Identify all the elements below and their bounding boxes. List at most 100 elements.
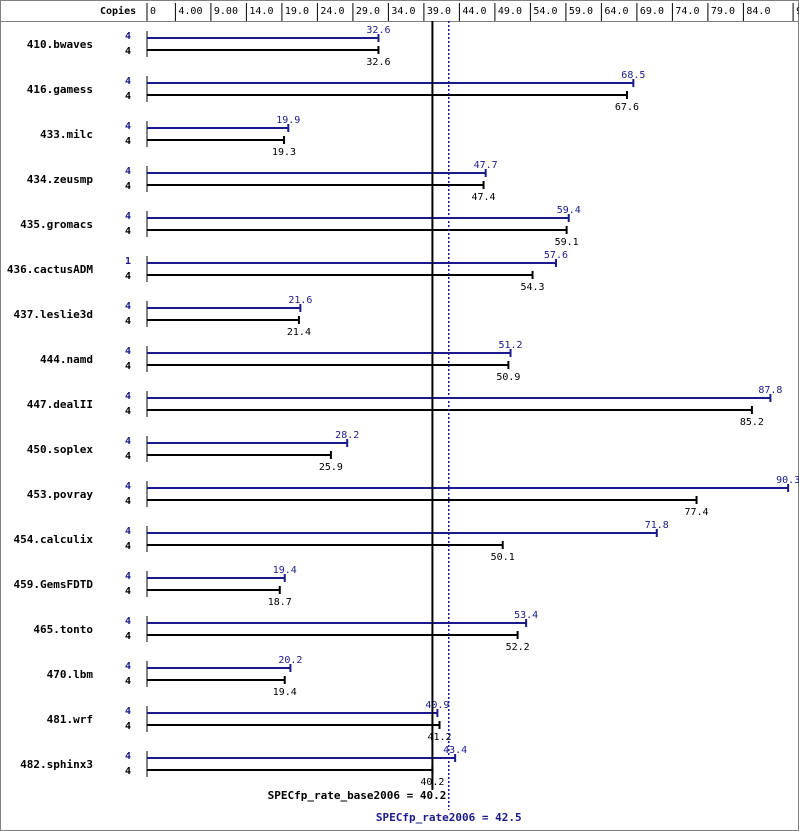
base-copies: 4 (125, 721, 131, 732)
peak-value-label: 59.4 (557, 205, 581, 216)
base-value-label: 47.4 (471, 192, 495, 203)
base-copies: 4 (125, 766, 131, 777)
peak-value-label: 71.8 (645, 520, 669, 531)
base-copies: 4 (125, 631, 131, 642)
base-value-label: 52.2 (506, 642, 530, 653)
peak-copies: 4 (125, 661, 131, 672)
peak-value-label: 90.3 (776, 475, 799, 486)
peak-mean-label: SPECfp_rate2006 = 42.5 (376, 811, 522, 824)
benchmark-rows: 410.bwaves 4 4 32.6 32.6 416.gamess 4 4 68.5 67.6… (7, 25, 799, 788)
benchmark-name: 416.gamess (27, 83, 93, 96)
peak-value-label: 40.9 (425, 700, 449, 711)
x-tick-label: 64.0 (604, 6, 628, 17)
benchmark-row: 437.leslie3d 4 4 21.6 21.4 (14, 295, 313, 338)
benchmark-name: 435.gromacs (20, 218, 93, 231)
x-tick-label: 79.0 (711, 6, 735, 17)
x-tick-label: 84.0 (746, 6, 770, 17)
x-tick-label: 54.0 (533, 6, 557, 17)
peak-value-label: 51.2 (498, 340, 522, 351)
x-tick-label: 44.0 (462, 6, 486, 17)
peak-value-label: 57.6 (544, 250, 568, 261)
base-copies: 4 (125, 316, 131, 327)
x-tick-label: 19.0 (285, 6, 309, 17)
benchmark-name: 482.sphinx3 (20, 758, 93, 771)
benchmark-row: 433.milc 4 4 19.9 19.3 (40, 115, 300, 158)
benchmark-name: 444.namd (40, 353, 93, 366)
benchmark-name: 447.dealII (27, 398, 93, 411)
base-copies: 4 (125, 136, 131, 147)
peak-copies: 4 (125, 526, 131, 537)
x-axis-ticks: 0 4.00 9.00 14.0 19.0 24.0 29.0 34.0 39.0 44.0 49.… (146, 3, 799, 21)
peak-value-label: 53.4 (514, 610, 538, 621)
base-copies: 4 (125, 406, 131, 417)
base-copies: 4 (125, 271, 131, 282)
x-tick-label: 69.0 (640, 6, 664, 17)
base-value-label: 85.2 (740, 417, 764, 428)
x-tick-label: 39.0 (427, 6, 451, 17)
peak-copies: 1 (125, 256, 131, 267)
base-copies: 4 (125, 586, 131, 597)
peak-copies: 4 (125, 436, 131, 447)
base-copies: 4 (125, 361, 131, 372)
benchmark-name: 459.GemsFDTD (14, 578, 94, 591)
benchmark-name: 410.bwaves (27, 38, 93, 51)
base-copies: 4 (125, 46, 131, 57)
base-copies: 4 (125, 91, 131, 102)
x-tick-label: 91.0 (796, 6, 799, 17)
benchmark-name: 437.leslie3d (14, 308, 93, 321)
benchmark-row: 410.bwaves 4 4 32.6 32.6 (27, 25, 391, 68)
base-value-label: 19.4 (273, 687, 297, 698)
peak-value-label: 43.4 (443, 745, 467, 756)
peak-copies: 4 (125, 301, 131, 312)
peak-value-label: 19.9 (276, 115, 300, 126)
x-tick-label: 34.0 (391, 6, 415, 17)
x-tick-label: 4.00 (178, 6, 202, 17)
base-copies: 4 (125, 676, 131, 687)
benchmark-name: 433.milc (40, 128, 93, 141)
mean-lines: SPECfp_rate_base2006 = 40.2 SPECfp_rate2… (268, 21, 522, 824)
x-tick-label: 74.0 (675, 6, 699, 17)
peak-copies: 4 (125, 706, 131, 717)
base-value-label: 59.1 (555, 237, 579, 248)
base-copies: 4 (125, 496, 131, 507)
peak-copies: 4 (125, 751, 131, 762)
peak-copies: 4 (125, 481, 131, 492)
peak-copies: 4 (125, 31, 131, 42)
base-value-label: 77.4 (684, 507, 708, 518)
x-tick-label: 14.0 (249, 6, 273, 17)
benchmark-row: 465.tonto 4 4 53.4 52.2 (33, 610, 538, 653)
benchmark-name: 436.cactusADM (7, 263, 93, 276)
benchmark-row: 434.zeusmp 4 4 47.7 47.4 (27, 160, 498, 203)
peak-copies: 4 (125, 346, 131, 357)
benchmark-name: 465.tonto (33, 623, 93, 636)
benchmark-row: 435.gromacs 4 4 59.4 59.1 (20, 205, 581, 248)
peak-value-label: 19.4 (273, 565, 297, 576)
base-mean-label: SPECfp_rate_base2006 = 40.2 (268, 789, 447, 802)
x-tick-label: 0 (150, 6, 156, 17)
benchmark-name: 470.lbm (47, 668, 94, 681)
x-tick-label: 49.0 (498, 6, 522, 17)
benchmark-name: 434.zeusmp (27, 173, 94, 186)
x-tick-label: 29.0 (356, 6, 380, 17)
base-value-label: 67.6 (615, 102, 639, 113)
base-value-label: 41.2 (427, 732, 451, 743)
benchmark-row: 450.soplex 4 4 28.2 25.9 (27, 430, 360, 473)
peak-copies: 4 (125, 76, 131, 87)
base-value-label: 25.9 (319, 462, 343, 473)
base-copies: 4 (125, 451, 131, 462)
peak-copies: 4 (125, 571, 131, 582)
base-value-label: 50.9 (496, 372, 520, 383)
peak-copies: 4 (125, 391, 131, 402)
base-copies: 4 (125, 541, 131, 552)
peak-value-label: 28.2 (335, 430, 359, 441)
base-copies: 4 (125, 226, 131, 237)
benchmark-row: 481.wrf 4 4 40.9 41.2 (47, 700, 452, 743)
x-tick-label: 9.00 (214, 6, 238, 17)
benchmark-row: 459.GemsFDTD 4 4 19.4 18.7 (14, 565, 297, 608)
benchmark-name: 453.povray (27, 488, 94, 501)
benchmark-row: 416.gamess 4 4 68.5 67.6 (27, 70, 646, 113)
peak-value-label: 21.6 (288, 295, 312, 306)
base-value-label: 54.3 (520, 282, 544, 293)
